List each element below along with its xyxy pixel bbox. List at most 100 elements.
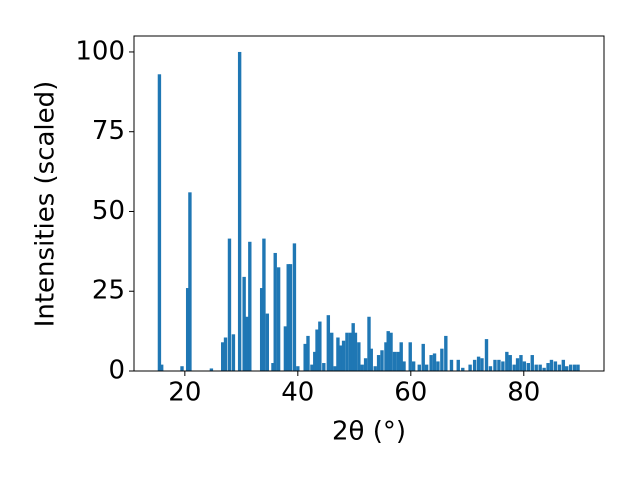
bar — [384, 342, 388, 371]
bar — [242, 276, 246, 371]
bar — [345, 332, 349, 371]
bar — [553, 361, 558, 371]
bar — [276, 267, 281, 371]
bar — [363, 358, 368, 371]
bar — [231, 334, 236, 371]
bar — [353, 332, 358, 371]
bar — [429, 355, 433, 371]
bar — [546, 363, 550, 371]
y-tick-label: 25 — [92, 276, 125, 306]
bar — [303, 343, 307, 371]
bar — [519, 355, 523, 371]
x-axis-label: 2θ (°) — [332, 417, 406, 447]
bar — [436, 361, 440, 371]
bar — [444, 335, 448, 371]
x-tick-label: 20 — [168, 378, 201, 408]
bar — [424, 364, 429, 371]
bar — [561, 359, 566, 371]
bar — [417, 364, 421, 371]
bar — [488, 366, 493, 371]
bar — [188, 192, 192, 371]
bar — [296, 366, 300, 371]
bar — [505, 351, 509, 371]
bar — [369, 348, 373, 371]
bar — [341, 340, 346, 371]
bar — [572, 364, 577, 371]
bar — [330, 332, 334, 371]
bar — [549, 359, 554, 371]
bar — [449, 359, 454, 371]
x-tick-label: 60 — [394, 378, 427, 408]
bar — [259, 288, 264, 371]
bar — [288, 264, 293, 371]
bar — [408, 342, 412, 371]
bar — [376, 355, 381, 371]
y-tick-label: 75 — [92, 116, 125, 146]
bar — [493, 359, 497, 371]
bar — [565, 366, 569, 371]
plot-frame — [133, 35, 605, 372]
bar — [538, 364, 542, 371]
bar — [421, 343, 425, 371]
bar — [220, 342, 225, 371]
bar — [386, 331, 390, 371]
bar — [476, 356, 481, 371]
bar — [348, 332, 353, 371]
bar — [480, 358, 484, 371]
bar — [273, 252, 277, 371]
bar — [484, 339, 489, 371]
x-tick-label: 80 — [507, 378, 540, 408]
bar — [271, 363, 275, 371]
y-axis-label: Intensities (scaled) — [31, 81, 61, 328]
bar — [360, 364, 364, 371]
bar — [248, 241, 252, 371]
bar — [313, 351, 317, 371]
y-tick-label: 50 — [92, 196, 125, 226]
bar — [310, 364, 314, 371]
bar — [322, 363, 326, 371]
bar — [292, 243, 297, 371]
bar — [576, 364, 580, 371]
bar — [339, 345, 343, 371]
y-tick-label: 0 — [108, 356, 125, 386]
bar — [223, 337, 228, 371]
bar — [411, 361, 416, 371]
bar — [357, 342, 361, 371]
bar — [508, 355, 512, 371]
bar — [286, 264, 290, 371]
bar — [318, 321, 322, 371]
bar — [432, 353, 437, 371]
bar — [534, 364, 538, 371]
bar — [501, 361, 505, 371]
bar — [333, 366, 337, 371]
bar — [262, 238, 266, 371]
bar — [306, 335, 310, 371]
bar — [380, 350, 384, 371]
bar — [209, 368, 214, 371]
bar — [399, 342, 403, 371]
bar — [367, 316, 371, 371]
bar — [526, 363, 530, 371]
bar — [402, 361, 406, 371]
bar — [185, 288, 190, 371]
bar — [392, 351, 397, 371]
bar — [456, 359, 460, 371]
bar — [461, 367, 465, 371]
bar — [265, 313, 270, 371]
bar — [159, 364, 164, 371]
bar — [568, 364, 573, 371]
bar — [515, 358, 520, 371]
bar — [180, 366, 184, 371]
bar — [440, 348, 444, 371]
bar — [472, 359, 477, 371]
bar — [522, 361, 527, 371]
bar — [157, 74, 162, 372]
bar — [468, 364, 472, 371]
bar — [315, 329, 319, 371]
bar — [497, 359, 501, 371]
bar — [245, 316, 249, 371]
bar — [351, 323, 355, 371]
y-tick-label: 100 — [75, 36, 125, 66]
bar — [389, 332, 393, 371]
